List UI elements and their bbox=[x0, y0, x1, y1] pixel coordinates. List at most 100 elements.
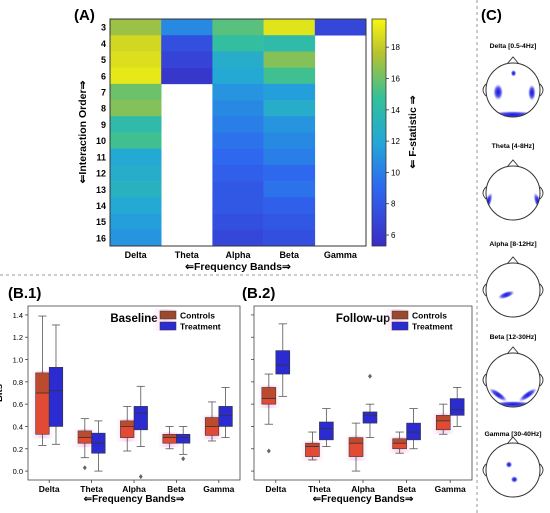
activation-blob bbox=[493, 84, 504, 101]
box-controls-upper bbox=[436, 415, 451, 421]
x-tick-label: Alpha bbox=[351, 484, 375, 494]
box-controls-upper bbox=[35, 372, 50, 393]
activation-layer bbox=[486, 192, 540, 211]
colorbar-tick-label: 6 bbox=[391, 231, 396, 240]
ear-icon bbox=[482, 283, 487, 297]
legend-swatch-treatment bbox=[391, 321, 409, 331]
y-tick-label: 0.0 bbox=[13, 467, 23, 476]
box-treatment bbox=[133, 406, 148, 431]
heatmap-cell bbox=[212, 213, 264, 231]
nose-icon bbox=[506, 256, 520, 265]
heatmap-y-tick: 12 bbox=[96, 169, 106, 179]
legend-swatch-controls bbox=[159, 310, 177, 320]
heatmap-cell bbox=[263, 181, 316, 198]
heatmap-cell bbox=[263, 67, 316, 85]
box-controls-upper bbox=[205, 417, 219, 427]
topomap: Alpha [8-12Hz] bbox=[482, 241, 544, 318]
heatmap-x-tick: Gamma bbox=[324, 250, 358, 260]
heatmap-cell bbox=[263, 83, 316, 101]
activation-blob bbox=[528, 84, 536, 101]
head-outline bbox=[485, 442, 541, 498]
head-outline bbox=[485, 165, 541, 221]
heatmap-cell bbox=[263, 35, 316, 52]
boxplot-xlabel: ⇐Frequency Bands⇒ bbox=[84, 494, 185, 505]
heatmap-cell bbox=[212, 100, 264, 117]
heatmap-cell bbox=[110, 116, 162, 133]
outlier-point bbox=[367, 373, 372, 379]
boxplot-xlabel: ⇐Frequency Bands⇒ bbox=[313, 494, 414, 505]
panel-label-b2: (B.2) bbox=[242, 285, 275, 302]
heatmap-x-tick: Alpha bbox=[225, 250, 251, 260]
heatmap-cell bbox=[212, 19, 264, 36]
box-treatment bbox=[275, 350, 291, 375]
topomap-label: Theta [4-8Hz] bbox=[492, 143, 535, 150]
topomap: Beta [12-30Hz] bbox=[482, 334, 544, 408]
heatmap-y-tick: 4 bbox=[101, 39, 106, 49]
colorbar-tick-label: 12 bbox=[391, 137, 400, 146]
topomap: Gamma [30-40Hz] bbox=[482, 431, 544, 498]
heatmap-cell bbox=[110, 229, 162, 247]
ear-icon bbox=[539, 373, 544, 387]
topomap-label: Gamma [30-40Hz] bbox=[484, 431, 541, 438]
y-tick-label: 0.2 bbox=[13, 445, 23, 454]
head-shape bbox=[486, 263, 540, 317]
heatmap-cell bbox=[263, 132, 316, 150]
heatmap-cell bbox=[212, 116, 264, 133]
heatmap-cell bbox=[212, 51, 264, 68]
ear-icon bbox=[482, 373, 487, 387]
heatmap-cell bbox=[263, 148, 316, 166]
ear-icon bbox=[539, 463, 544, 477]
box-treatment bbox=[218, 406, 233, 427]
y-tick-label: 0.4 bbox=[13, 422, 23, 431]
panel-label-b1: (B.1) bbox=[8, 285, 41, 302]
heatmap-cell bbox=[110, 164, 162, 182]
activation-blob bbox=[510, 476, 518, 483]
topomap: Theta [4-8Hz] bbox=[482, 143, 544, 221]
box-controls-upper bbox=[78, 430, 92, 438]
legend-label-treatment: Treatment bbox=[412, 322, 453, 332]
x-tick-label: Theta bbox=[308, 484, 331, 494]
head-shape bbox=[486, 63, 540, 117]
heatmap-cell bbox=[212, 35, 264, 52]
box-controls-upper bbox=[162, 434, 177, 438]
heatmap-cell bbox=[212, 148, 264, 166]
box-controls-upper bbox=[349, 437, 363, 444]
heatmap-cell bbox=[212, 197, 264, 214]
head-outline bbox=[485, 262, 541, 318]
heatmap-y-tick: 11 bbox=[96, 152, 106, 162]
heatmap-y-tick: 8 bbox=[101, 104, 106, 114]
nose-icon bbox=[506, 436, 520, 445]
nose-icon bbox=[506, 56, 520, 65]
heatmap-cell bbox=[110, 132, 162, 150]
outlier-point bbox=[181, 456, 186, 462]
heatmap-cell bbox=[110, 100, 162, 117]
x-tick-label: Delta bbox=[265, 484, 286, 494]
box-treatment bbox=[406, 422, 421, 441]
heatmap-y-tick: 13 bbox=[96, 185, 106, 195]
heatmap-cell bbox=[110, 67, 162, 85]
heatmap-cell bbox=[263, 19, 316, 36]
heatmap-cell bbox=[110, 213, 162, 231]
heatmap-panel: (A) Delta Theta Alpha Beta Gamma 3 4 5 6 7 8 9 10 11… bbox=[74, 7, 419, 273]
nose-icon bbox=[506, 159, 520, 168]
colorbar-label: ⇐ F-statistic ⇒ bbox=[407, 95, 419, 168]
box-controls-upper bbox=[120, 420, 134, 427]
heatmap-cell bbox=[263, 213, 316, 231]
activation-blob bbox=[518, 388, 537, 402]
x-tick-label: Alpha bbox=[122, 484, 146, 494]
x-tick-label: Theta bbox=[80, 484, 103, 494]
colorbar-tick-label: 16 bbox=[391, 74, 400, 83]
heatmap-x-tick: Beta bbox=[279, 250, 300, 260]
heatmap-cell bbox=[263, 229, 316, 247]
ear-icon bbox=[539, 186, 544, 200]
heatmap-cell bbox=[263, 164, 316, 182]
activation-blob bbox=[489, 388, 508, 402]
box-treatment bbox=[362, 411, 378, 424]
legend-label-controls: Controls bbox=[412, 311, 447, 321]
heatmap-cell bbox=[161, 19, 213, 36]
colorbar-tick-label: 18 bbox=[391, 43, 400, 52]
heatmap-cell bbox=[212, 83, 264, 101]
outlier-point bbox=[138, 474, 143, 480]
nose-icon bbox=[506, 346, 520, 355]
